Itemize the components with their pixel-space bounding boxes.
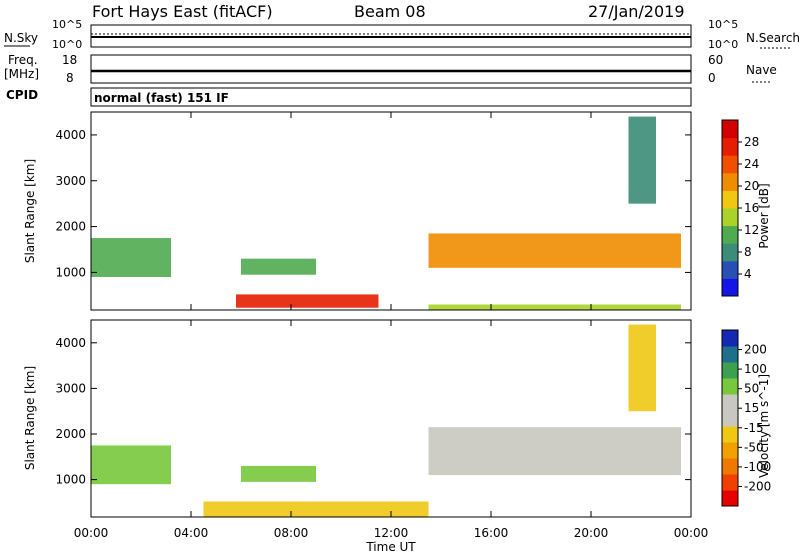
range-tick-label: 3000 [55,381,86,395]
velocity-colorbar-swatch [722,458,738,475]
velocity-colorbar-frame [721,329,739,507]
noise-left-tick-bottom: 10^0 [52,38,82,51]
freq-tick-top: 18 [62,53,77,67]
freq-label-1: Freq. [8,53,38,67]
power-colorbar-swatch [722,190,738,209]
power-colorbar-tick-label: 8 [744,245,752,259]
velocity-colorbar-swatch [722,426,738,443]
power-axes: 1000 2000 3000 4000 [55,128,691,279]
freq-label-2: [MHz] [4,67,39,81]
noise-right-label: N.Search [746,31,800,45]
nave-tick-top: 60 [708,53,723,67]
time-tick-label: 16:00 [474,526,509,540]
velocity-colorbar-swatch [722,474,738,491]
data-region-3 [428,427,681,476]
nave-label: Nave [746,63,777,77]
time-tick-label: 08:00 [274,526,309,540]
power-colorbar-tick-label: 16 [744,201,759,215]
velocity-colorbar-swatch [722,378,738,395]
velocity-colorbar-swatch [722,490,738,507]
velocity-colorbar-swatch [722,394,738,411]
range-tick-label: 4000 [55,128,86,142]
freq-panel-frame [90,54,692,84]
power-colorbar-label: Power [dB] [757,183,771,248]
power-range-axis-label: Slant Range [km] [23,159,37,263]
cpid-panel-frame [90,87,692,107]
data-region-0 [91,445,171,485]
velocity-colorbar-tick-label: 15 [744,401,759,415]
range-tick-label: 3000 [55,174,86,188]
beam-title: Beam 08 [354,2,426,21]
power-colorbar-swatch [722,172,738,191]
station-title: Fort Hays East (fitACF) [92,2,273,21]
velocity-colorbar-tick-label: -200 [744,479,771,493]
time-axis-label: Time UT [365,540,416,554]
time-tick-label: 00:00 [74,526,109,540]
data-region-3 [428,233,681,268]
velocity-colorbar-swatch [722,442,738,459]
noise-right-tick-top: 10^5 [708,18,738,31]
power-colorbar-tick-label: 24 [744,157,759,171]
velocity-heatmap [91,324,681,517]
velocity-colorbar: 200 100 50 15 -15 -50 -100 -200 [721,329,771,507]
noise-left-tick-top: 10^5 [52,18,82,31]
data-region-1 [203,501,429,517]
power-panel-frame [90,111,692,311]
time-axis: 00:00 04:00 08:00 12:00 16:00 20:00 00:00 [74,112,709,540]
power-colorbar: 4 8 12 16 20 24 28 [721,119,759,297]
data-region-4 [428,304,681,310]
date-title: 27/Jan/2019 [588,2,685,21]
data-region-1 [236,294,379,308]
nave-tick-bottom: 0 [708,71,716,85]
velocity-colorbar-swatch [722,410,738,427]
power-colorbar-tick-label: 12 [744,223,759,237]
velocity-panel-frame [90,319,692,518]
time-tick-label: 04:00 [174,526,209,540]
power-colorbar-swatch [722,278,738,297]
data-region-0 [91,238,171,277]
range-tick-label: 1000 [55,265,86,279]
velocity-colorbar-swatch [722,346,738,363]
noise-left-label: N.Sky [4,31,38,45]
velocity-range-axis-label: Slant Range [km] [23,366,37,470]
freq-tick-bottom: 8 [66,71,74,85]
velocity-colorbar-swatch [722,330,738,347]
range-tick-label: 2000 [55,427,86,441]
power-colorbar-tick-label: 20 [744,179,759,193]
range-tick-label: 1000 [55,473,86,487]
velocity-colorbar-tick-label: -50 [744,440,764,454]
power-colorbar-swatch [722,243,738,262]
power-colorbar-swatch [722,260,738,279]
cpid-text: normal (fast) 151 IF [94,91,229,105]
power-colorbar-swatch [722,155,738,174]
range-tick-label: 4000 [55,336,86,350]
velocity-axes: 1000 2000 3000 4000 [55,336,691,487]
velocity-colorbar-tick-label: -100 [744,460,771,474]
velocity-colorbar-label: Velocity [m s^-1] [757,374,771,478]
power-colorbar-swatch [722,120,738,139]
velocity-colorbar-tick-label: 100 [744,362,767,376]
power-heatmap [91,116,681,310]
velocity-colorbar-tick-label: 50 [744,382,759,396]
power-colorbar-tick-label: 4 [744,267,752,281]
power-colorbar-tick-label: 28 [744,135,759,149]
power-colorbar-swatch [722,137,738,156]
cpid-label: CPID [6,88,38,102]
velocity-colorbar-swatch [722,362,738,379]
velocity-colorbar-tick-label: 200 [744,343,767,357]
data-region-4 [628,324,656,412]
noise-right-tick-bottom: 10^0 [708,38,738,51]
power-colorbar-swatch [722,208,738,227]
time-tick-label: 12:00 [374,526,409,540]
range-tick-label: 2000 [55,220,86,234]
data-region-2 [241,258,316,275]
data-region-2 [241,465,316,482]
time-tick-label: 20:00 [574,526,609,540]
velocity-colorbar-tick-label: -15 [744,421,764,435]
data-region-5 [628,116,656,204]
power-colorbar-swatch [722,225,738,244]
time-tick-label: 00:00 [674,526,709,540]
